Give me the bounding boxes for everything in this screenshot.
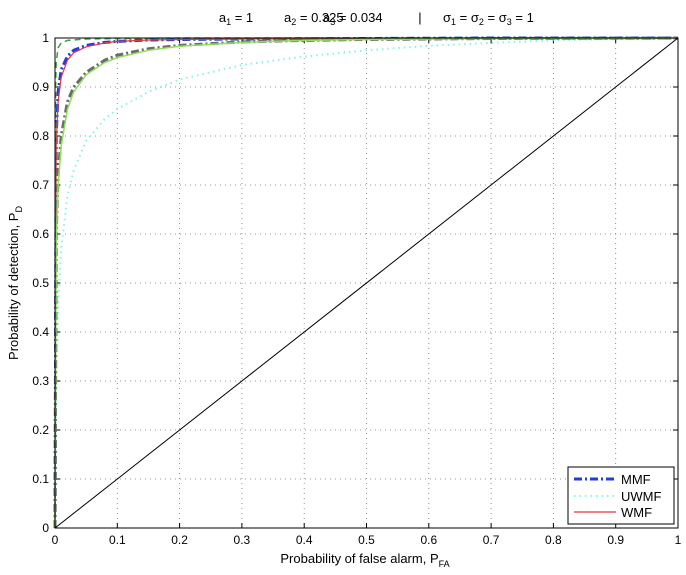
- y-tick-label: 0.9: [32, 80, 49, 94]
- y-tick-label: 0.1: [32, 472, 49, 486]
- y-tick-label: 0: [42, 521, 49, 535]
- x-tick-label: 0.4: [296, 533, 313, 547]
- x-axis-label: Probability of false alarm, PFA: [280, 551, 449, 569]
- x-tick-label: 1: [675, 533, 682, 547]
- legend-label-mmf: MMF: [621, 472, 651, 487]
- legend: MMF UWMF WMF: [567, 466, 675, 525]
- series-line-6: [54, 37, 679, 529]
- x-tick-label: 0.7: [483, 533, 500, 547]
- series-group: [53, 36, 679, 529]
- x-tick-label: 0.1: [109, 533, 126, 547]
- y-axis-label: Probability of detection, PD: [6, 206, 24, 360]
- series-line-4: [54, 37, 679, 529]
- ticks: 0 0.1 0.2 0.3 0.4 0.5 0.6 0.7 0.8 0.9 1 0 0.1 0.2 0.3 0…: [32, 31, 681, 547]
- x-tick-label: 0.9: [607, 533, 624, 547]
- y-tick-label: 0.2: [32, 423, 49, 437]
- chart-title: a1 = 1: [219, 10, 253, 27]
- legend-label-wmf: WMF: [621, 505, 652, 520]
- y-tick-label: 0.6: [32, 227, 49, 241]
- x-tick-label: 0: [52, 533, 59, 547]
- y-tick-label: 1: [42, 31, 49, 45]
- x-tick-label: 0.8: [545, 533, 562, 547]
- x-tick-label: 0.2: [171, 533, 188, 547]
- chart-title-a3: a3 = 0.034: [323, 10, 383, 27]
- y-tick-label: 0.3: [32, 374, 49, 388]
- x-tick-label: 0.5: [358, 533, 375, 547]
- y-tick-label: 0.4: [32, 325, 49, 339]
- y-tick-label: 0.7: [32, 178, 49, 192]
- y-tick-label: 0.5: [32, 276, 49, 290]
- x-tick-label: 0.3: [234, 533, 251, 547]
- y-tick-label: 0.8: [32, 129, 49, 143]
- legend-label-uwmf: UWMF: [621, 489, 661, 504]
- chart-title-sigma: σ1 = σ2 = σ3 = 1: [443, 10, 534, 27]
- chart-title-a2: a2 = 0.325: [284, 10, 344, 27]
- x-tick-label: 0.6: [420, 533, 437, 547]
- plot-frame: [54, 37, 679, 529]
- chart-title-separator: |: [418, 10, 421, 25]
